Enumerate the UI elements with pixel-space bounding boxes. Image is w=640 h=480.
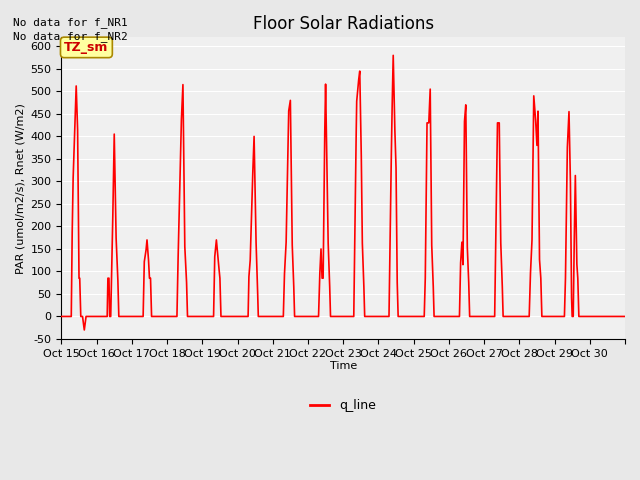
Legend: q_line: q_line bbox=[305, 394, 381, 417]
Title: Floor Solar Radiations: Floor Solar Radiations bbox=[253, 15, 434, 33]
Text: TZ_sm: TZ_sm bbox=[64, 41, 109, 54]
Y-axis label: PAR (umol/m2/s), Rnet (W/m2): PAR (umol/m2/s), Rnet (W/m2) bbox=[15, 103, 25, 274]
X-axis label: Time: Time bbox=[330, 361, 357, 372]
Text: No data for f_NR1: No data for f_NR1 bbox=[13, 17, 127, 28]
Text: No data for f_NR2: No data for f_NR2 bbox=[13, 31, 127, 42]
